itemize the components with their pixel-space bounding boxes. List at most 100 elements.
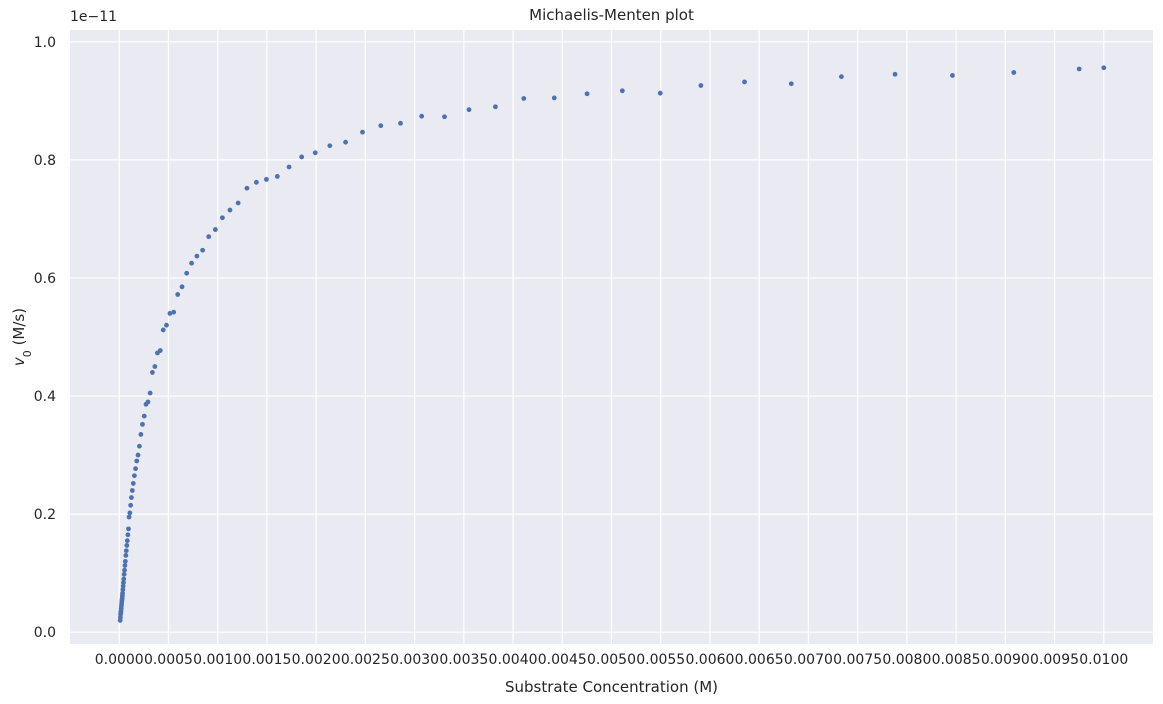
data-point [124,543,130,548]
x-tick-label: 0.0080 [882,652,931,668]
data-point [212,227,218,232]
data-point [274,174,280,179]
y-tick-label: 0.0 [34,625,56,641]
data-point [126,514,132,520]
data-point [171,309,177,315]
data-point [312,150,318,156]
y-tick-label: 0.2 [34,507,56,523]
x-tick-label: 0.0100 [1079,652,1128,668]
data-point [286,164,292,170]
data-point [220,215,225,221]
x-tick-label: 0.0045 [538,652,587,668]
y-axis-title: v0 (M/s) [10,308,34,366]
x-tick-label: 0.0020 [292,652,341,668]
x-tick-label: 0.0025 [341,652,390,668]
data-point [123,553,129,558]
x-tick-label: 0.0065 [735,652,784,668]
data-point [164,322,169,328]
data-point [950,73,955,78]
y-tick-label: 0.6 [34,271,56,287]
x-tick-label: 0.0040 [489,652,538,668]
x-tick-label: 0.0060 [685,652,734,668]
data-point [160,327,166,333]
data-point [742,79,747,85]
y-tick-label: 1.0 [34,35,56,51]
y-tick-label: 0.8 [34,153,56,169]
data-point [121,571,127,577]
data-point [698,83,704,88]
data-point [150,370,155,375]
x-axis-title: Substrate Concentration (M) [505,678,718,696]
data-point [184,270,190,276]
data-point [152,364,158,369]
data-point [120,583,126,589]
data-point [157,348,163,353]
data-point [1101,65,1107,71]
x-tick-label: 0.0085 [932,652,981,668]
data-point [175,292,181,297]
data-point [145,399,151,405]
data-point [1011,70,1017,75]
data-point [141,413,147,419]
data-point [137,443,142,449]
data-point [244,185,250,191]
data-point [120,590,125,596]
x-tick-label: 0.0050 [587,652,636,668]
data-point [253,179,259,185]
x-tick-label: 0.0015 [242,652,291,668]
data-point [327,143,333,149]
data-point [130,481,136,486]
data-point [378,123,384,129]
x-tick-label: 0.0095 [1030,652,1079,668]
data-point [179,284,185,290]
data-point [140,421,145,427]
data-point [419,113,425,119]
data-point [126,526,131,532]
data-point [788,81,794,87]
x-tick-label: 0.0010 [193,652,242,668]
data-point [138,432,144,437]
data-point [135,452,141,458]
data-point [124,538,130,544]
data-point [493,104,498,110]
chart-title: Michaelis-Menten plot [529,6,694,24]
data-point [264,176,269,182]
y-tick-label: 0.4 [34,389,56,405]
x-tick-label: 0.0090 [981,652,1030,668]
data-point [227,207,233,213]
data-point [1076,66,1082,72]
x-tick-label: 0.0055 [636,652,685,668]
data-point [129,495,134,500]
data-point [147,390,153,396]
data-point [466,107,472,113]
data-point [206,234,212,240]
data-point [127,510,133,516]
data-point [343,139,348,145]
data-point [551,95,557,101]
data-point [120,587,126,593]
data-point [619,88,625,94]
data-point [442,114,447,120]
y-tick-labels: 0.0 0.2 0.4 0.6 0.8 1.0 [34,35,56,641]
data-point [200,247,206,253]
x-tick-label: 0.0000 [95,652,144,668]
y-axis-title-sub: 0 [21,350,34,357]
data-point [584,91,590,97]
data-point [134,458,140,464]
data-point [194,253,200,259]
x-tick-label: 0.0030 [390,652,439,668]
data-point [398,120,403,126]
data-point [129,488,135,493]
data-point [189,260,194,266]
data-point [360,129,365,135]
x-tick-label: 0.0005 [144,652,193,668]
data-point [299,154,305,160]
data-points [117,65,1107,623]
y-axis-title-unit: (M/s) [10,308,28,350]
data-point [133,466,138,472]
data-point [838,74,844,80]
data-point [123,548,129,554]
data-point [131,473,137,479]
data-point [657,90,663,96]
